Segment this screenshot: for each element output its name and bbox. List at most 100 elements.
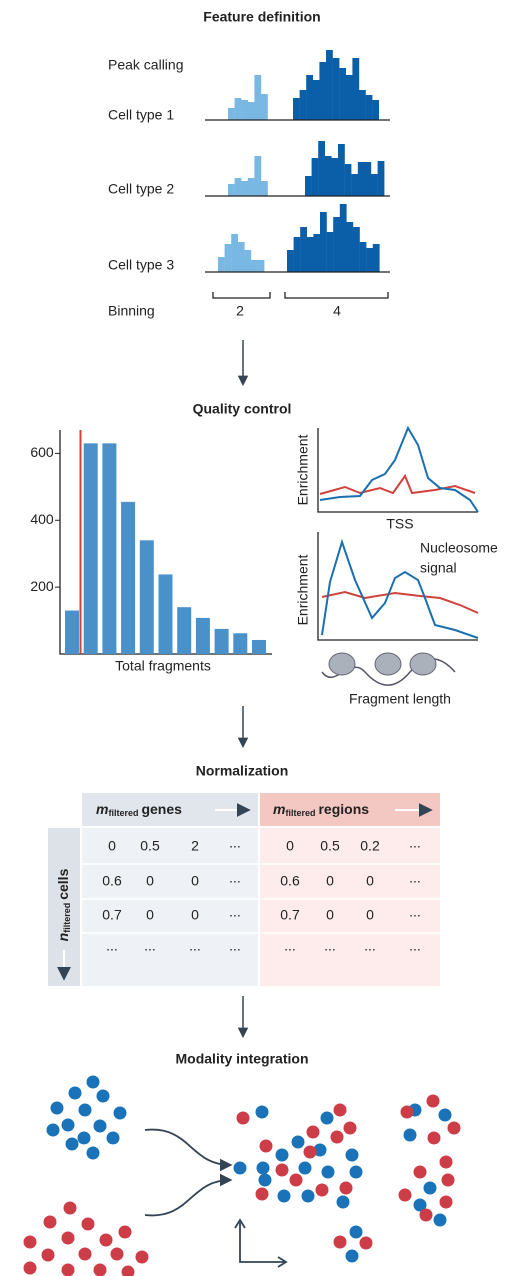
table-body	[82, 828, 258, 986]
dot	[78, 1103, 92, 1117]
table-cells: 0 0.5 2... 0 0.5 0.2 ... 0.6 0 0... 0.6 0 0 ... 0.7 0 0.…	[80, 835, 440, 954]
axis-label: TSS	[386, 516, 413, 532]
peak-bar	[228, 108, 235, 120]
dot	[333, 1103, 347, 1117]
peak-bar	[293, 237, 301, 272]
dots	[23, 1075, 461, 1276]
histogram: 200 400 600	[30, 430, 272, 655]
line	[321, 538, 479, 639]
axis-label: Enrichment	[295, 434, 311, 505]
peak-bar	[224, 244, 232, 272]
dot	[320, 1111, 334, 1125]
table-cell: 0	[286, 838, 294, 854]
table-cell: 0	[366, 907, 374, 923]
bar	[158, 574, 173, 654]
peak-bar	[365, 95, 373, 120]
dot	[321, 1165, 335, 1179]
dot	[447, 1121, 461, 1135]
header-text: cells	[55, 868, 71, 899]
line	[319, 425, 479, 513]
peak-bar	[333, 217, 340, 272]
peak-bar	[339, 68, 346, 120]
peak-bar	[346, 222, 354, 272]
line	[319, 473, 476, 495]
table-cell: ...	[229, 870, 241, 886]
dot	[403, 1128, 417, 1142]
table-cell: 0.5	[140, 838, 160, 854]
dot	[236, 1111, 250, 1125]
table-cell: 0.7	[102, 907, 122, 923]
peak-bar	[299, 90, 307, 120]
dot	[400, 1105, 414, 1119]
peak-bar	[371, 174, 378, 196]
subscript: filtered	[62, 903, 72, 933]
y-tick-label: 400	[30, 511, 54, 527]
table-cell: 0.2	[360, 838, 380, 854]
peak-bar	[305, 176, 312, 196]
table-cell: ...	[409, 904, 421, 920]
dot	[93, 1263, 107, 1276]
dot	[439, 1155, 453, 1169]
table-cell: ...	[409, 938, 421, 954]
symbol: m	[96, 801, 108, 817]
dot	[349, 1165, 363, 1179]
dot	[413, 1165, 427, 1179]
table-cell: 0	[191, 907, 199, 923]
dot	[93, 1119, 107, 1133]
peak-bar	[320, 212, 327, 272]
dot	[46, 1123, 60, 1137]
section-title: Feature definition	[203, 9, 320, 25]
dot	[65, 1137, 79, 1151]
bar	[65, 610, 79, 654]
row-header-text: nfiltered cells	[55, 868, 73, 941]
arrow	[144, 1128, 233, 1172]
arrow	[144, 1173, 233, 1217]
peak-bar	[247, 178, 255, 196]
peak-bar	[338, 144, 345, 196]
table-cell: ...	[409, 835, 421, 851]
dot	[275, 1148, 289, 1162]
table-cell: 0.5	[320, 838, 340, 854]
peak-bar	[254, 156, 262, 196]
axes-icon	[234, 1218, 288, 1268]
dot	[41, 1248, 55, 1262]
bar	[195, 617, 210, 654]
peak-bar	[326, 232, 334, 272]
table-cell: ...	[364, 938, 376, 954]
table-cell: ...	[229, 904, 241, 920]
dot	[275, 1163, 289, 1177]
peak-bar	[372, 100, 379, 120]
dot	[439, 1195, 453, 1209]
table-cell: 0	[108, 838, 116, 854]
table-cell: ...	[189, 938, 201, 954]
dot	[96, 1089, 110, 1103]
dot	[336, 1195, 350, 1209]
dot	[61, 1231, 75, 1245]
dot	[427, 1131, 441, 1145]
axis-label: Fragment length	[349, 691, 451, 707]
table-cell: 0	[146, 873, 154, 889]
peak-bar	[339, 204, 347, 272]
table-cell: 0	[326, 907, 334, 923]
bar	[102, 443, 117, 654]
dot	[86, 1146, 100, 1160]
dot	[106, 1131, 120, 1145]
peak-bar	[237, 242, 245, 272]
peak-bar	[353, 227, 360, 272]
peak-bar	[324, 156, 332, 196]
symbol: m	[273, 801, 285, 817]
table-cell: ...	[284, 938, 296, 954]
bar	[233, 633, 248, 654]
dot	[113, 1106, 127, 1120]
peak-bar	[231, 234, 238, 272]
bar	[252, 639, 266, 654]
dot	[43, 1215, 57, 1229]
dot	[423, 1181, 437, 1195]
dot	[68, 1086, 82, 1100]
axis	[317, 532, 478, 641]
dot	[289, 1173, 303, 1187]
peak-bar	[261, 94, 268, 120]
bin-count: 4	[333, 303, 341, 319]
dot	[301, 1189, 315, 1203]
